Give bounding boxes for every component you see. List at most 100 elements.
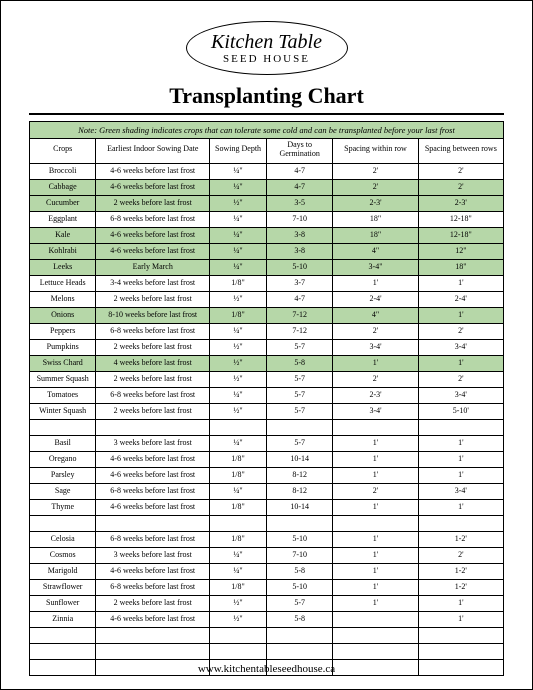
table-cell: 1/8" — [210, 579, 267, 595]
table-cell: 1' — [418, 435, 503, 451]
table-cell: 4 weeks before last frost — [96, 355, 210, 371]
note-banner: Note: Green shading indicates crops that… — [29, 121, 504, 138]
table-cell — [418, 515, 503, 531]
table-cell: 18" — [333, 227, 418, 243]
table-cell: Parsley — [30, 467, 96, 483]
table-cell — [333, 643, 418, 659]
table-cell: ½" — [210, 355, 267, 371]
table-cell — [96, 419, 210, 435]
table-cell: 2 weeks before last frost — [96, 595, 210, 611]
table-cell: 5-10 — [266, 579, 332, 595]
table-cell: 1' — [418, 467, 503, 483]
table-cell: 10-14 — [266, 451, 332, 467]
table-cell: Winter Squash — [30, 403, 96, 419]
table-cell: 2 weeks before last frost — [96, 339, 210, 355]
table-cell: Kale — [30, 227, 96, 243]
table-cell: 1' — [333, 435, 418, 451]
table-row: Summer Squash2 weeks before last frost½"… — [30, 371, 504, 387]
table-row: Celosia6-8 weeks before last frost1/8"5-… — [30, 531, 504, 547]
table-cell: 3-4" — [333, 259, 418, 275]
table-cell: 5-8 — [266, 611, 332, 627]
table-cell: 1' — [333, 275, 418, 291]
table-row: Zinnia4-6 weeks before last frost½"5-81' — [30, 611, 504, 627]
table-cell — [266, 419, 332, 435]
table-cell: 2' — [333, 371, 418, 387]
table-cell — [418, 627, 503, 643]
table-cell — [210, 419, 267, 435]
table-cell — [266, 515, 332, 531]
table-cell — [266, 643, 332, 659]
table-row: Sunflower2 weeks before last frost½"5-71… — [30, 595, 504, 611]
table-cell: Tomatoes — [30, 387, 96, 403]
table-cell: 2-4' — [418, 291, 503, 307]
table-row: Swiss Chard4 weeks before last frost½"5-… — [30, 355, 504, 371]
table-row: Kale4-6 weeks before last frost¼"3-818"1… — [30, 227, 504, 243]
table-cell: Leeks — [30, 259, 96, 275]
table-row: Winter Squash2 weeks before last frost½"… — [30, 403, 504, 419]
table-cell: 8-10 weeks before last frost — [96, 307, 210, 323]
table-cell: 4-6 weeks before last frost — [96, 179, 210, 195]
page: Kitchen Table SEED HOUSE Transplanting C… — [0, 0, 533, 690]
table-row: Cabbage4-6 weeks before last frost¼"4-72… — [30, 179, 504, 195]
table-cell: 5-7 — [266, 371, 332, 387]
table-cell: 6-8 weeks before last frost — [96, 531, 210, 547]
table-cell: 2' — [418, 163, 503, 179]
table-cell: ¼" — [210, 563, 267, 579]
table-cell — [30, 643, 96, 659]
table-row: Onions8-10 weeks before last frost1/8"7-… — [30, 307, 504, 323]
table-cell: Sunflower — [30, 595, 96, 611]
table-cell: 1' — [333, 579, 418, 595]
table-cell: ¼" — [210, 227, 267, 243]
table-cell: 1-2' — [418, 579, 503, 595]
table-cell: 2 weeks before last frost — [96, 195, 210, 211]
table-cell: 2 weeks before last frost — [96, 291, 210, 307]
table-cell: ½" — [210, 611, 267, 627]
table-row: Cucumber2 weeks before last frost½"3-52-… — [30, 195, 504, 211]
table-cell: Thyme — [30, 499, 96, 515]
table-cell: ½" — [210, 595, 267, 611]
table-cell: Marigold — [30, 563, 96, 579]
table-cell: 7-10 — [266, 547, 332, 563]
table-row: Kohlrabi4-6 weeks before last frost¼"3-8… — [30, 243, 504, 259]
table-cell — [96, 643, 210, 659]
table-cell: 3-4' — [418, 387, 503, 403]
table-cell — [210, 515, 267, 531]
table-cell: Cosmos — [30, 547, 96, 563]
table-cell: Melons — [30, 291, 96, 307]
table-cell: 3-5 — [266, 195, 332, 211]
table-cell: 2 weeks before last frost — [96, 403, 210, 419]
table-cell: 1' — [333, 499, 418, 515]
table-cell: 8-12 — [266, 483, 332, 499]
table-cell: Cucumber — [30, 195, 96, 211]
table-cell: Celosia — [30, 531, 96, 547]
table-cell: 12-18" — [418, 227, 503, 243]
footer-url: www.kitchentableseedhouse.ca — [1, 663, 532, 675]
table-cell: 5-10' — [418, 403, 503, 419]
table-cell: 4-6 weeks before last frost — [96, 467, 210, 483]
table-row: Thyme4-6 weeks before last frost1/8"10-1… — [30, 499, 504, 515]
table-cell: 2' — [333, 179, 418, 195]
table-cell: 3-8 — [266, 243, 332, 259]
table-cell: 5-8 — [266, 563, 332, 579]
table-cell: Peppers — [30, 323, 96, 339]
table-cell: 5-7 — [266, 403, 332, 419]
table-cell: 2-4' — [333, 291, 418, 307]
table-cell: ¼" — [210, 435, 267, 451]
table-cell: ¼" — [210, 259, 267, 275]
table-cell: 8-12 — [266, 467, 332, 483]
table-cell: Pumpkins — [30, 339, 96, 355]
table-cell: 5-7 — [266, 435, 332, 451]
table-cell: 1/8" — [210, 499, 267, 515]
table-cell — [418, 419, 503, 435]
table-cell — [333, 419, 418, 435]
table-cell: 2' — [418, 371, 503, 387]
table-cell: 2' — [333, 323, 418, 339]
table-cell: 5-7 — [266, 339, 332, 355]
table-row — [30, 643, 504, 659]
table-cell: 1' — [418, 355, 503, 371]
logo-container: Kitchen Table SEED HOUSE — [29, 21, 504, 75]
table-cell: 2' — [333, 163, 418, 179]
col-germ: Days to Germination — [266, 139, 332, 164]
logo: Kitchen Table SEED HOUSE — [186, 21, 348, 75]
table-cell: ¼" — [210, 243, 267, 259]
